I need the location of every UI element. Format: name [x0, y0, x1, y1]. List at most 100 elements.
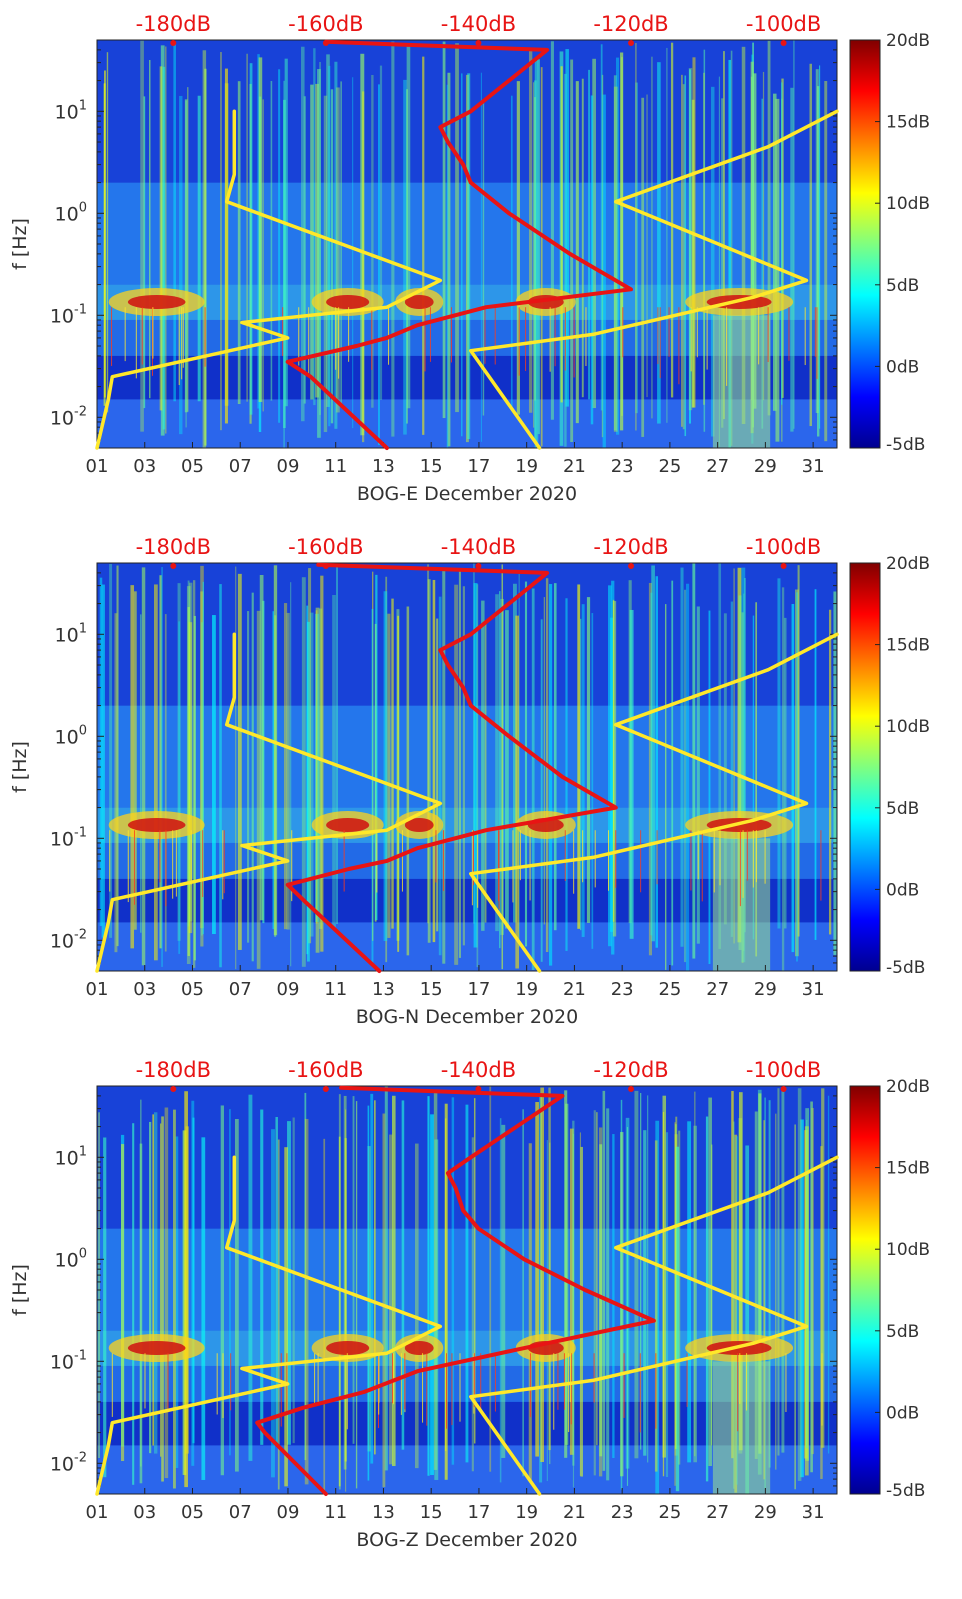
- spectrogram-streak: [149, 60, 151, 399]
- spectrogram-streak: [683, 589, 687, 963]
- x-tick-label: 13: [372, 1502, 395, 1523]
- x-tick-label: 31: [802, 1502, 825, 1523]
- spectrogram-streak: [383, 591, 388, 941]
- spectrogram-streak: [371, 74, 374, 408]
- spectrogram-streak: [278, 69, 281, 423]
- top-db-marker: [475, 563, 482, 569]
- x-tick-label: 05: [181, 979, 204, 1000]
- y-tick-label: 100: [55, 1246, 87, 1271]
- spectrogram-panel-vertical: 01 03 05 07 09 11 13 15 17 19 21 23 25 27 29 31 BOG-Z De…: [9, 1058, 930, 1551]
- x-tick-label: 27: [706, 979, 729, 1000]
- top-db-marker: [170, 1086, 177, 1092]
- top-db-marker: [780, 563, 787, 569]
- spectrogram-streak: [140, 1099, 142, 1467]
- station-psd-line: [285, 39, 633, 450]
- spectrogram-streak: [692, 563, 696, 959]
- spectrogram-streak: [375, 574, 378, 921]
- spectrogram-streak: [602, 94, 606, 448]
- colorbar: [849, 39, 881, 449]
- spectrogram-streak: [495, 594, 499, 932]
- spectrogram-streak: [482, 100, 485, 416]
- x-tick-label: 15: [420, 456, 443, 477]
- noise-model-high-line: [469, 632, 839, 973]
- spectrogram-streak: [484, 621, 487, 923]
- spectrogram-streak: [271, 1129, 275, 1478]
- spectrogram-streak: [391, 598, 394, 929]
- spectrogram-streak: [626, 1127, 629, 1486]
- spectrogram-streak: [820, 1146, 823, 1479]
- spectrogram-hotspot-core: [326, 1341, 370, 1356]
- spectrogram-streak: [572, 1120, 575, 1466]
- x-tick-label: 31: [802, 456, 825, 477]
- spectrogram-streak: [292, 1117, 295, 1444]
- spectrogram-streak: [540, 67, 543, 447]
- spectrogram-streak: [569, 1128, 574, 1455]
- spectrogram-streak: [613, 86, 618, 432]
- spectrogram-streak: [572, 1133, 575, 1488]
- spectrogram-streak: [763, 1120, 765, 1480]
- spectrogram-streak: [328, 65, 331, 427]
- spectrogram-hotspot-core: [127, 1341, 186, 1356]
- spectrogram-streak: [200, 622, 203, 936]
- spectrogram-streak: [143, 96, 146, 409]
- colorbar-label: -5dB: [886, 1481, 925, 1501]
- spectrogram-streak: [406, 606, 410, 956]
- spectrogram-band: [97, 182, 837, 285]
- spectrogram-streak: [309, 612, 314, 937]
- x-tick-label: 07: [229, 979, 252, 1000]
- spectrogram-streak: [794, 1124, 796, 1490]
- spectrogram-streak: [277, 1139, 280, 1490]
- spectrogram-streak: [646, 94, 648, 398]
- spectrogram-streak: [173, 42, 176, 402]
- spectrogram-streak: [708, 610, 711, 964]
- spectrogram-streak: [620, 52, 624, 431]
- top-db-label: -120dB: [593, 535, 668, 559]
- y-tick-label: 10-2: [50, 1450, 87, 1475]
- x-tick-label: 27: [706, 456, 729, 477]
- y-tick-label: 101: [55, 98, 87, 123]
- spectrogram-streak: [447, 72, 451, 447]
- spectrogram-streak: [693, 1125, 697, 1463]
- spectrogram-streak: [537, 59, 540, 435]
- y-tick-label: 101: [55, 621, 87, 646]
- spectrogram-streak: [251, 592, 254, 962]
- spectrogram-streak: [185, 100, 187, 428]
- station-psd-line: [255, 1085, 656, 1496]
- y-tick-label: 100: [55, 723, 87, 748]
- spectrogram-streak: [764, 1097, 766, 1489]
- y-tick-label: 100: [55, 200, 87, 225]
- spectrogram-streak: [153, 1112, 158, 1454]
- spectrogram-streak: [401, 1100, 405, 1450]
- spectrogram-streak: [685, 583, 690, 971]
- x-tick-label: 19: [515, 979, 538, 1000]
- spectrogram-streak: [796, 592, 798, 962]
- spectrogram-streak: [336, 87, 340, 413]
- spectrogram-streak: [809, 63, 812, 427]
- spectrogram-streak: [201, 1137, 206, 1480]
- spectrogram-streak: [511, 95, 513, 410]
- spectrogram-streak: [694, 1091, 696, 1457]
- spectrogram-streak: [270, 81, 273, 401]
- spectrogram-event-zone: [712, 315, 771, 448]
- spectrogram-streak: [775, 1113, 777, 1470]
- spectrogram-streak: [708, 1097, 712, 1467]
- x-tick-label: 07: [229, 1502, 252, 1523]
- spectrogram-streak: [480, 72, 482, 442]
- spectrogram-streak: [304, 1118, 309, 1485]
- spectrogram-streak: [533, 97, 536, 401]
- spectrogram-streak: [103, 70, 106, 398]
- spectrogram-streak: [98, 1112, 100, 1458]
- spectrogram-streak: [819, 65, 821, 429]
- spectrogram-streak: [173, 1109, 176, 1489]
- spectrogram-streak: [177, 583, 181, 941]
- spectrogram-streak: [565, 598, 568, 951]
- spectrogram-streak: [575, 81, 579, 424]
- spectrogram-streak: [310, 84, 314, 400]
- spectrogram-streak: [188, 582, 193, 922]
- spectrogram-streak: [737, 567, 742, 943]
- spectrogram-streak: [815, 69, 819, 414]
- spectrogram-panel-east: 01 03 05 07 09 11 13 15 17 19 21 23 25 27 29 31 BOG-E De…: [9, 12, 930, 505]
- spectrogram-streak: [489, 1086, 492, 1472]
- top-db-marker: [322, 1086, 329, 1092]
- spectrogram-streak: [187, 87, 189, 412]
